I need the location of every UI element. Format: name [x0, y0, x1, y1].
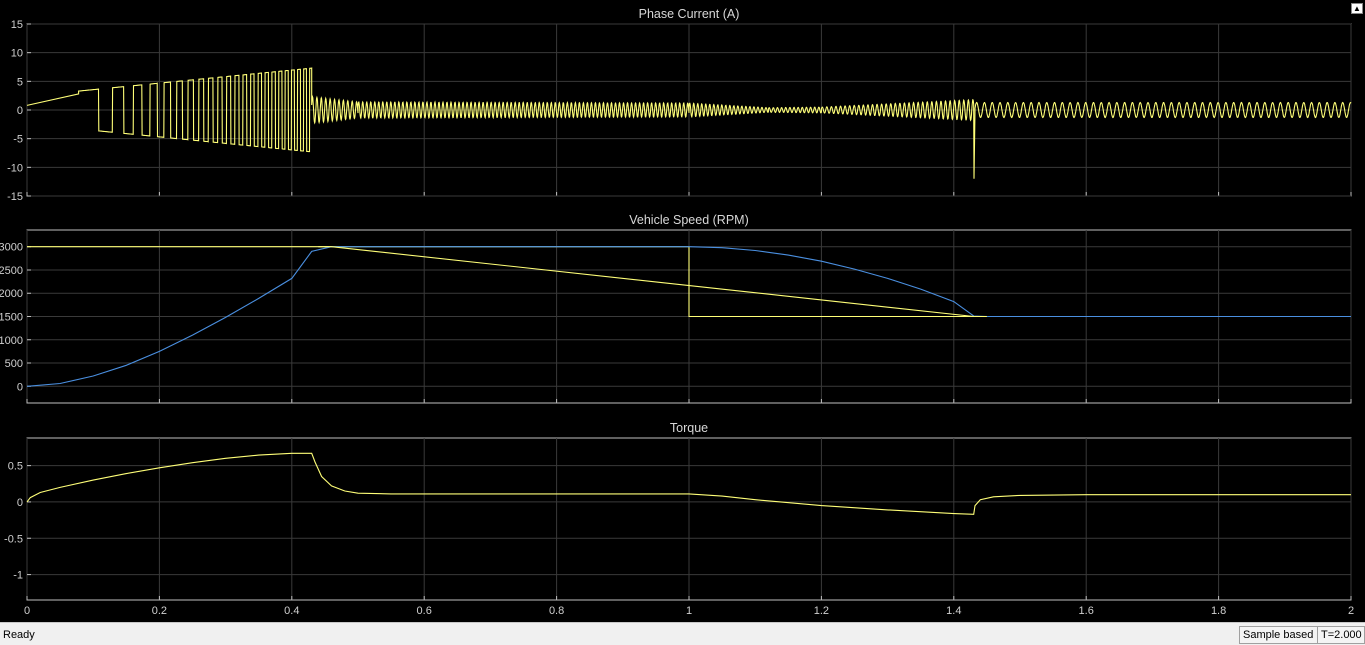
status-bar: Ready Sample based T=2.000: [0, 622, 1365, 645]
chart-title: Torque: [670, 421, 708, 435]
y-tick-label: 0: [17, 497, 23, 509]
x-tick-label: 1.4: [946, 605, 961, 617]
restore-window-icon[interactable]: ▲: [1351, 3, 1363, 14]
scope-plot-area: Phase Current (A) 15 10 5 0 -5 -10 -15 Vehicle…: [0, 0, 1365, 622]
y-tick-label: 2500: [0, 265, 23, 277]
x-tick-label: 0.2: [152, 605, 167, 617]
y-tick-label: 1500: [0, 312, 23, 324]
status-text: Ready: [3, 629, 35, 641]
y-tick-label: -5: [13, 134, 23, 146]
chart-torque[interactable]: Torque 0 0.2 0.4 0.6 0.8 1 1.2 1.4 1.6 1.8 2 0.5 0 -0…: [4, 421, 1354, 617]
x-tick-label: 2: [1348, 605, 1354, 617]
series-line: [26, 67, 1352, 179]
x-tick-label: 0: [24, 605, 30, 617]
x-tick-label: 0.6: [417, 605, 432, 617]
x-tick-label: 0.8: [549, 605, 564, 617]
y-tick-label: 0.5: [8, 461, 23, 473]
chart-title: Phase Current (A): [639, 7, 740, 21]
series-line: [318, 246, 987, 318]
chart-title: Vehicle Speed (RPM): [629, 213, 749, 227]
y-tick-label: -0.5: [4, 533, 23, 545]
x-tick-label: 0.4: [284, 605, 299, 617]
series-line: [26, 452, 1351, 515]
simulation-time: T=2.000: [1317, 626, 1365, 644]
sample-mode-indicator: Sample based: [1239, 626, 1319, 644]
y-tick-label: 500: [5, 358, 23, 370]
x-tick-label: 1.8: [1211, 605, 1226, 617]
y-tick-label: 0: [17, 381, 23, 393]
axes-area: 3000 2500 2000 1500 1000 500 0: [0, 229, 1352, 404]
y-tick-label: -1: [13, 570, 23, 582]
y-tick-label: 0: [17, 105, 23, 117]
axes-area: 0 0.2 0.4 0.6 0.8 1 1.2 1.4 1.6 1.8 2 0.5 0 -0.5 -1: [4, 437, 1354, 617]
chart-vehicle-speed[interactable]: Vehicle Speed (RPM) 3000 2500 2000 1500 1000…: [0, 213, 1352, 404]
x-tick-label: 1.2: [814, 605, 829, 617]
y-tick-label: 2000: [0, 288, 23, 300]
y-tick-label: 5: [17, 76, 23, 88]
x-tick-label: 1.6: [1079, 605, 1094, 617]
x-tick-label: 1: [686, 605, 692, 617]
y-tick-label: -15: [7, 191, 23, 203]
series-line: [26, 246, 1351, 387]
y-tick-label: 1000: [0, 335, 23, 347]
axes-area: 15 10 5 0 -5 -10 -15: [7, 19, 1352, 203]
y-tick-label: 10: [11, 48, 23, 60]
y-tick-label: 15: [11, 19, 23, 31]
y-tick-label: -10: [7, 162, 23, 174]
y-tick-label: 3000: [0, 242, 23, 254]
chart-phase-current[interactable]: Phase Current (A) 15 10 5 0 -5 -10 -15: [7, 7, 1352, 203]
